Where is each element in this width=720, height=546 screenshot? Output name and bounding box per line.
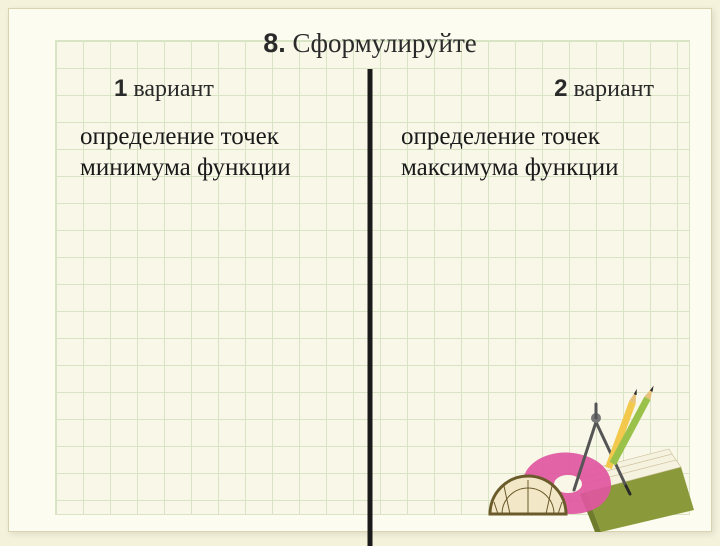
question-text: Сформулируйте <box>292 28 476 58</box>
variant-number-right: 2 <box>554 75 567 102</box>
body-text-left: определение точек минимума функции <box>80 121 351 184</box>
column-right: 2 вариант определение точек максимума фу… <box>371 73 680 510</box>
variant-header-right: 2 вариант <box>401 75 672 103</box>
two-column-layout: 1 вариант определение точек минимума фун… <box>60 73 680 510</box>
center-divider <box>368 69 373 546</box>
variant-word-left: вариант <box>133 76 214 102</box>
column-left: 1 вариант определение точек минимума фун… <box>60 73 371 510</box>
question-number: 8. <box>263 28 286 58</box>
body-text-right: определение точек максимума функции <box>401 121 672 184</box>
variant-word-right: вариант <box>574 76 655 102</box>
variant-number-left: 1 <box>114 75 127 102</box>
slide-content: 8. Сформулируйте 1 вариант определение т… <box>0 0 720 540</box>
question-title: 8. Сформулируйте <box>60 28 680 59</box>
variant-header-left: 1 вариант <box>80 75 351 103</box>
